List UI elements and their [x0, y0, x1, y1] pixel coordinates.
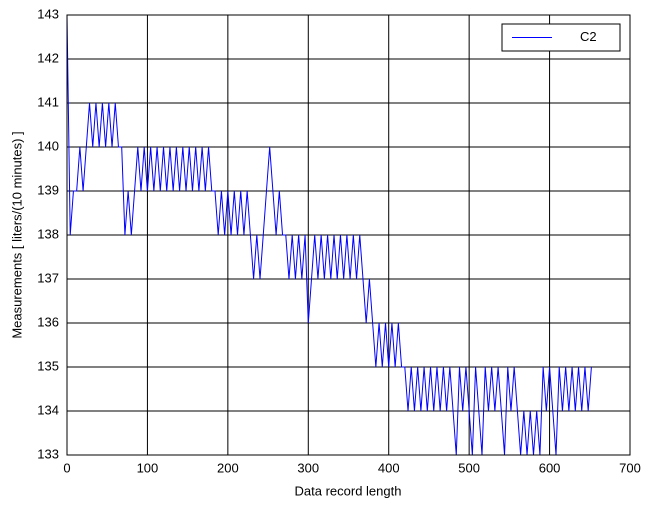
y-tick-label: 141	[37, 94, 59, 109]
y-tick-label: 140	[37, 138, 59, 153]
x-tick-label: 0	[63, 460, 70, 475]
y-tick-label: 142	[37, 50, 59, 65]
y-tick-label: 138	[37, 226, 59, 241]
x-tick-label: 500	[458, 460, 480, 475]
x-tick-label: 100	[137, 460, 159, 475]
y-axis-label: Measurements [ liters/(10 minutes) ]	[9, 131, 24, 338]
y-tick-label: 134	[37, 402, 59, 417]
plot-frame	[66, 14, 631, 456]
x-tick-label: 700	[619, 460, 641, 475]
y-tick-label: 139	[37, 182, 59, 197]
x-tick-label: 600	[539, 460, 561, 475]
x-tick-label: 300	[297, 460, 319, 475]
x-tick-label: 400	[378, 460, 400, 475]
y-tick-label: 135	[37, 358, 59, 373]
data-line	[66, 14, 592, 456]
y-tick-label: 137	[37, 270, 59, 285]
y-tick-label: 133	[37, 446, 59, 461]
y-tick-label: 143	[37, 6, 59, 21]
x-tick-label: 200	[217, 460, 239, 475]
x-axis-label: Data record length	[295, 483, 402, 498]
y-tick-label: 136	[37, 314, 59, 329]
legend-label: C2	[580, 29, 597, 44]
